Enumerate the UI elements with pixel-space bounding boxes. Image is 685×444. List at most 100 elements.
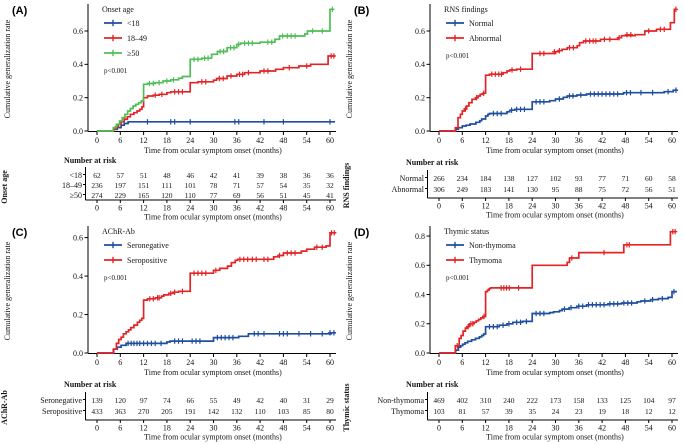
risk-count: 39 bbox=[505, 407, 513, 416]
legend-label: ≥50 bbox=[127, 49, 139, 58]
risk-row-label: Normal bbox=[400, 174, 425, 183]
risk-count: 18 bbox=[622, 407, 630, 416]
risk-count: 133 bbox=[596, 396, 608, 405]
risk-count: 120 bbox=[115, 396, 127, 405]
x-tick-label: 12 bbox=[140, 358, 148, 367]
risk-count: 97 bbox=[140, 396, 148, 405]
x-tick-label: 0 bbox=[95, 358, 99, 367]
table-x-tick-label: 30 bbox=[210, 204, 218, 213]
legend-label: Non-thymoma bbox=[469, 241, 516, 250]
table-x-tick-label: 24 bbox=[186, 424, 194, 433]
table-x-tick-label: 42 bbox=[256, 424, 264, 433]
y-tick-label: 0.0 bbox=[73, 349, 83, 358]
risk-count: 130 bbox=[527, 185, 539, 194]
panel-a-onset-age: (A)Cumulative generalization rate 0.0 0.2 0… bbox=[0, 4, 337, 222]
risk-count: 191 bbox=[185, 407, 197, 416]
risk-count: 110 bbox=[185, 191, 196, 200]
risk-count: 469 bbox=[433, 396, 445, 405]
y-axis-title: Cumulative generalization rate bbox=[345, 19, 354, 118]
risk-count: 12 bbox=[668, 407, 676, 416]
x-tick-label: 24 bbox=[528, 136, 536, 145]
risk-count: 32 bbox=[326, 181, 334, 190]
y-tick-label: 0.2 bbox=[73, 93, 83, 102]
panel-label: (B) bbox=[354, 5, 370, 17]
risk-count: 71 bbox=[622, 174, 630, 183]
table-x-tick-label: 30 bbox=[552, 424, 560, 433]
legend-title: AChR-Ab bbox=[102, 227, 135, 236]
risk-count: 236 bbox=[91, 181, 103, 190]
table-x-tick-label: 54 bbox=[303, 204, 311, 213]
x-tick-label: 54 bbox=[645, 358, 653, 367]
risk-count: 183 bbox=[480, 185, 492, 194]
table-x-tick-label: 48 bbox=[621, 202, 629, 211]
table-x-tick-label: 24 bbox=[528, 202, 536, 211]
risk-count: 101 bbox=[185, 181, 197, 190]
table-x-tick-label: 48 bbox=[621, 424, 629, 433]
x-tick-label: 60 bbox=[326, 136, 334, 145]
series-curve-<18 bbox=[97, 120, 335, 132]
table-x-tick-label: 6 bbox=[118, 424, 122, 433]
risk-row-label: Abnormal bbox=[392, 185, 425, 194]
risk-count: 104 bbox=[643, 396, 655, 405]
risk-count: 35 bbox=[528, 407, 536, 416]
risk-count: 110 bbox=[255, 407, 266, 416]
y-tick-label: 0.2 bbox=[415, 93, 425, 102]
risk-count: 127 bbox=[527, 174, 539, 183]
risk-count: 45 bbox=[303, 191, 311, 200]
risk-count: 40 bbox=[280, 396, 288, 405]
table-x-tick-label: 36 bbox=[233, 204, 241, 213]
p-value: p<0.001 bbox=[446, 52, 470, 60]
risk-count: 310 bbox=[480, 396, 492, 405]
y-tick-label: 0.4 bbox=[73, 272, 83, 281]
table-x-axis-title: Time from ocular symptom onset (months) bbox=[144, 213, 282, 222]
table-x-tick-label: 60 bbox=[326, 424, 334, 433]
risk-count: 41 bbox=[233, 171, 241, 180]
x-tick-label: 30 bbox=[210, 136, 218, 145]
x-tick-label: 0 bbox=[95, 136, 99, 145]
series-curve-Normal bbox=[439, 89, 678, 132]
table-x-tick-label: 18 bbox=[505, 202, 513, 211]
risk-count: 80 bbox=[326, 407, 334, 416]
risk-count: 51 bbox=[668, 185, 676, 194]
x-tick-label: 0 bbox=[437, 358, 441, 367]
legend-label: Normal bbox=[469, 19, 494, 28]
risk-count: 139 bbox=[91, 396, 103, 405]
risk-count: 36 bbox=[303, 171, 311, 180]
risk-count: 81 bbox=[459, 407, 467, 416]
risk-count: 69 bbox=[233, 191, 241, 200]
risk-count: 111 bbox=[162, 181, 173, 190]
table-x-tick-label: 54 bbox=[303, 424, 311, 433]
table-x-tick-label: 42 bbox=[598, 202, 606, 211]
x-tick-label: 42 bbox=[598, 358, 606, 367]
x-tick-label: 36 bbox=[575, 358, 583, 367]
risk-count: 35 bbox=[303, 181, 311, 190]
x-tick-label: 42 bbox=[256, 358, 264, 367]
legend-title: Onset age bbox=[102, 5, 134, 14]
x-tick-label: 54 bbox=[303, 358, 311, 367]
risk-count: 38 bbox=[280, 171, 288, 180]
risk-count: 51 bbox=[280, 191, 288, 200]
panel-label: (A) bbox=[12, 5, 28, 17]
x-axis-title: Time from ocular symptom onset (months) bbox=[486, 146, 624, 155]
number-at-risk-heading: Number at risk bbox=[406, 158, 459, 167]
risk-count: 74 bbox=[163, 396, 171, 405]
y-tick-label: 0.0 bbox=[415, 349, 425, 358]
risk-count: 138 bbox=[503, 174, 515, 183]
y-tick-label: 0.8 bbox=[415, 232, 425, 241]
table-x-tick-label: 0 bbox=[437, 424, 441, 433]
risk-count: 270 bbox=[138, 407, 150, 416]
risk-count: 93 bbox=[575, 174, 583, 183]
legend-label: Thymoma bbox=[469, 256, 502, 265]
x-tick-label: 48 bbox=[621, 358, 629, 367]
y-tick-label: 0.0 bbox=[415, 127, 425, 136]
panel-d-thymic-status: (D)Cumulative generalization rate 0.0 0.2 0… bbox=[342, 226, 678, 442]
risk-count: 24 bbox=[552, 407, 560, 416]
table-x-tick-label: 6 bbox=[460, 424, 464, 433]
x-tick-label: 60 bbox=[668, 136, 676, 145]
table-x-tick-label: 18 bbox=[163, 204, 171, 213]
risk-count: 77 bbox=[210, 191, 218, 200]
risk-count: 55 bbox=[210, 396, 218, 405]
table-x-tick-label: 12 bbox=[482, 202, 490, 211]
risk-count: 31 bbox=[303, 396, 311, 405]
